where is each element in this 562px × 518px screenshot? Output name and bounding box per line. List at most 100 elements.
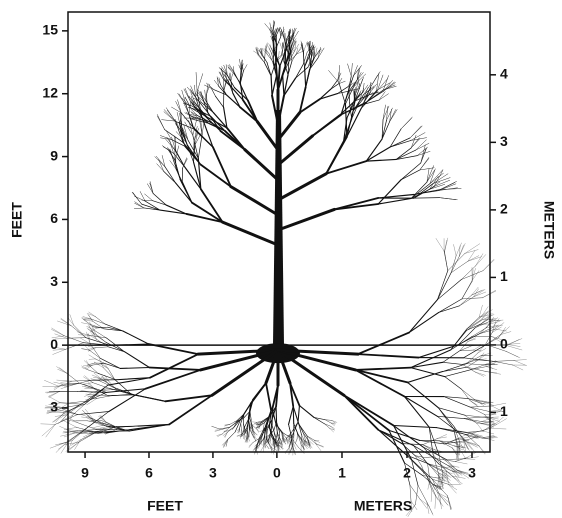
root: [463, 418, 482, 422]
branch: [190, 102, 199, 108]
root: [62, 419, 77, 428]
root: [91, 326, 99, 328]
root: [222, 427, 230, 435]
root: [435, 238, 445, 252]
root: [482, 401, 494, 406]
root: [234, 420, 237, 427]
branch: [337, 71, 340, 81]
root: [414, 455, 425, 462]
branch: [365, 89, 384, 103]
root: [427, 463, 443, 472]
root: [469, 406, 490, 412]
branch: [182, 141, 202, 166]
branch: [274, 56, 282, 65]
root: [393, 424, 424, 448]
root: [407, 504, 416, 517]
root: [248, 417, 253, 426]
root: [85, 364, 93, 368]
root: [313, 417, 326, 421]
branch: [190, 90, 198, 100]
root: [429, 479, 436, 490]
branch: [362, 84, 369, 93]
root: [60, 415, 73, 422]
root: [484, 414, 492, 423]
branch: [308, 51, 311, 68]
branch: [190, 107, 206, 117]
branch: [160, 137, 172, 140]
root: [482, 401, 494, 403]
branch: [227, 64, 234, 72]
root: [86, 360, 91, 367]
root: [314, 440, 320, 443]
root: [80, 392, 107, 405]
root: [482, 259, 494, 271]
root: [303, 443, 308, 449]
root: [410, 500, 412, 512]
root: [298, 435, 305, 442]
root: [104, 362, 121, 369]
root: [455, 430, 468, 443]
root: [256, 420, 263, 423]
branch: [311, 46, 315, 56]
root: [473, 289, 486, 297]
root: [442, 363, 467, 372]
root: [88, 314, 93, 322]
root: [240, 423, 242, 431]
root: [478, 445, 485, 455]
root: [481, 417, 494, 422]
y-tick-label: 15: [42, 22, 58, 38]
root: [426, 456, 433, 458]
root: [513, 359, 527, 361]
branch: [439, 197, 457, 200]
root: [467, 442, 478, 448]
branch: [187, 139, 199, 159]
root: [92, 388, 109, 393]
root: [93, 373, 102, 379]
root: [229, 418, 242, 428]
root: [106, 388, 146, 393]
root: [452, 475, 463, 484]
branch: [175, 101, 182, 114]
root: [256, 428, 259, 433]
root: [74, 439, 81, 450]
root: [280, 440, 283, 446]
branch: [307, 55, 313, 68]
root: [451, 467, 463, 476]
root: [426, 501, 434, 516]
root: [410, 367, 446, 378]
root: [456, 469, 470, 479]
root: [88, 311, 96, 317]
branch: [239, 68, 242, 84]
root: [471, 289, 484, 296]
root: [87, 369, 99, 374]
root: [83, 376, 93, 383]
root: [109, 343, 150, 346]
branch: [132, 192, 142, 205]
branch: [218, 77, 221, 85]
root: [247, 402, 252, 419]
branch: [141, 203, 161, 211]
root: [479, 305, 483, 318]
root: [491, 405, 504, 412]
branch: [351, 63, 353, 77]
root: [255, 447, 258, 455]
root: [407, 381, 439, 409]
root: [438, 407, 465, 416]
root: [410, 349, 452, 369]
root: [482, 290, 496, 298]
root: [472, 268, 476, 281]
branch: [433, 170, 443, 187]
root: [486, 318, 497, 321]
root: [103, 362, 109, 369]
root: [217, 433, 223, 437]
root: [196, 348, 280, 356]
root: [91, 330, 97, 340]
root: [409, 484, 412, 502]
root: [433, 484, 440, 490]
root: [491, 336, 505, 341]
root: [263, 427, 267, 440]
branch: [165, 138, 176, 151]
branch: [161, 119, 175, 122]
root: [65, 429, 78, 431]
root: [466, 319, 483, 331]
